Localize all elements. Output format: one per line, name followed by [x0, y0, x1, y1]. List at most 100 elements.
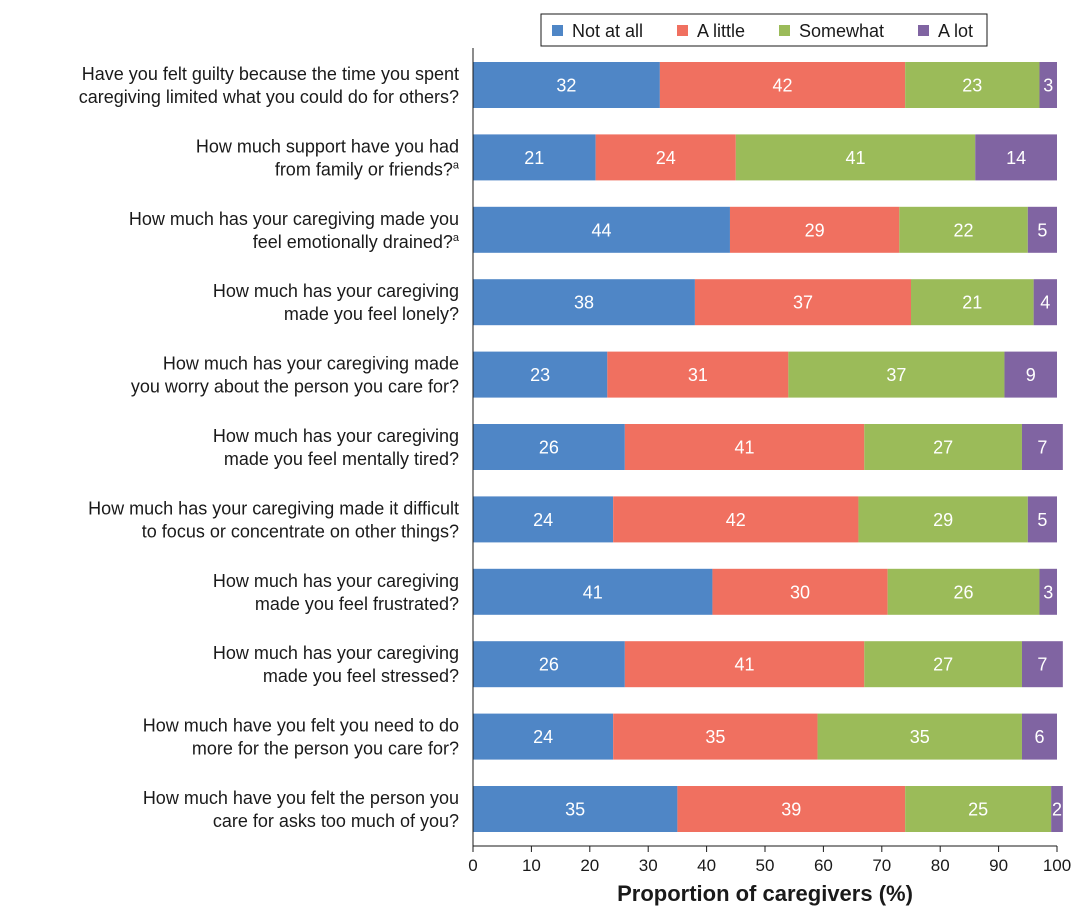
bar-segment: [1021, 641, 1063, 688]
bar-segment: [905, 62, 1040, 108]
bar-value-label: 5: [1037, 510, 1047, 530]
bar-segment: [864, 641, 1022, 688]
bar-value-label: 23: [530, 365, 550, 385]
x-tick-label: 90: [989, 856, 1008, 875]
bar-segment: [1027, 496, 1057, 543]
bar-value-label: 41: [846, 148, 866, 168]
bar-value-label: 2: [1052, 800, 1062, 820]
bar-value-label: 21: [962, 293, 982, 313]
category-label: more for the person you care for?: [192, 739, 459, 759]
bar-value-label: 26: [539, 655, 559, 675]
bar-value-label: 24: [533, 510, 553, 530]
bar-value-label: 7: [1037, 438, 1047, 458]
bar-segment: [473, 279, 695, 326]
legend-label-2: Somewhat: [799, 21, 884, 41]
bar-segment: [1021, 424, 1063, 470]
bar-value-label: 44: [591, 220, 611, 240]
bar-segment: [659, 62, 906, 108]
bar-segment: [975, 134, 1057, 181]
legend-swatch-1: [677, 25, 688, 36]
bar-value-label: 6: [1034, 727, 1044, 747]
bar-segment: [624, 641, 865, 688]
bar-value-label: 41: [735, 655, 755, 675]
bar-segment: [712, 568, 888, 615]
bar-value-label: 35: [705, 727, 725, 747]
bar-segment: [624, 424, 865, 470]
legend-swatch-2: [779, 25, 790, 36]
bar-segment: [887, 568, 1040, 615]
bar-segment: [473, 424, 625, 470]
bar-segment: [473, 568, 713, 615]
x-axis-title: Proportion of caregivers (%): [617, 881, 913, 906]
bar-segment: [858, 496, 1028, 543]
bar-segment: [1033, 279, 1057, 326]
bar-value-label: 31: [688, 365, 708, 385]
bar-segment: [607, 351, 789, 398]
bar-segment: [473, 134, 596, 181]
bar-value-label: 42: [773, 76, 793, 96]
bar-value-label: 7: [1037, 655, 1047, 675]
category-label: feel emotionally drained?a: [253, 232, 460, 252]
legend-label-0: Not at all: [572, 21, 643, 41]
bar-value-label: 25: [968, 800, 988, 820]
bar-segment: [613, 496, 859, 543]
bar-segment: [1027, 206, 1057, 253]
bar-segment: [1039, 62, 1057, 108]
category-label: care for asks too much of you?: [213, 811, 459, 831]
bar-segment: [595, 134, 736, 181]
bar-segment: [735, 134, 976, 181]
footnote-marker: a: [453, 232, 460, 244]
bar-segment: [1039, 568, 1057, 615]
category-label: How much has your caregiving: [213, 426, 459, 446]
footnote-marker: a: [453, 159, 460, 171]
bar-segment: [473, 641, 625, 688]
bar-segment: [864, 424, 1022, 470]
category-label: made you feel frustrated?: [255, 594, 459, 614]
bar-segment: [788, 351, 1005, 398]
x-tick-label: 40: [697, 856, 716, 875]
bar-segment: [473, 496, 614, 543]
bar-segment: [817, 713, 1022, 760]
bar-value-label: 30: [790, 582, 810, 602]
bar-segment: [1051, 786, 1063, 832]
category-label: from family or friends?a: [275, 159, 460, 179]
category-label: to focus or concentrate on other things?: [142, 521, 459, 541]
bar-value-label: 14: [1006, 148, 1026, 168]
bar-segment: [473, 206, 730, 253]
bar-value-label: 32: [556, 76, 576, 96]
bar-value-label: 37: [793, 293, 813, 313]
category-label: How much have you felt you need to do: [143, 716, 459, 736]
bar-value-label: 42: [726, 510, 746, 530]
bar-value-label: 3: [1043, 582, 1053, 602]
bar-segment: [473, 786, 678, 832]
bar-value-label: 9: [1026, 365, 1036, 385]
bar-value-label: 35: [910, 727, 930, 747]
bar-segment: [473, 351, 608, 398]
bar-value-label: 29: [805, 220, 825, 240]
bar-value-label: 35: [565, 800, 585, 820]
category-label: made you feel lonely?: [284, 304, 459, 324]
bar-value-label: 5: [1037, 220, 1047, 240]
category-label: caregiving limited what you could do for…: [79, 87, 459, 107]
bar-value-label: 29: [933, 510, 953, 530]
x-tick-label: 0: [468, 856, 477, 875]
legend-box: [540, 13, 988, 47]
bar-segment: [1004, 351, 1057, 398]
bar-value-label: 26: [539, 438, 559, 458]
bar-value-label: 41: [735, 438, 755, 458]
x-tick-label: 80: [931, 856, 950, 875]
bar-value-label: 39: [781, 800, 801, 820]
category-label: Have you felt guilty because the time yo…: [82, 64, 459, 84]
bar-value-label: 24: [533, 727, 553, 747]
bar-value-label: 21: [524, 148, 544, 168]
bar-value-label: 27: [933, 655, 953, 675]
bar-value-label: 4: [1040, 293, 1050, 313]
bar-value-label: 23: [962, 76, 982, 96]
bar-value-label: 24: [656, 148, 676, 168]
legend-label-1: A little: [697, 21, 745, 41]
x-tick-label: 70: [872, 856, 891, 875]
category-label: you worry about the person you care for?: [131, 377, 459, 397]
bar-segment: [1021, 713, 1057, 760]
